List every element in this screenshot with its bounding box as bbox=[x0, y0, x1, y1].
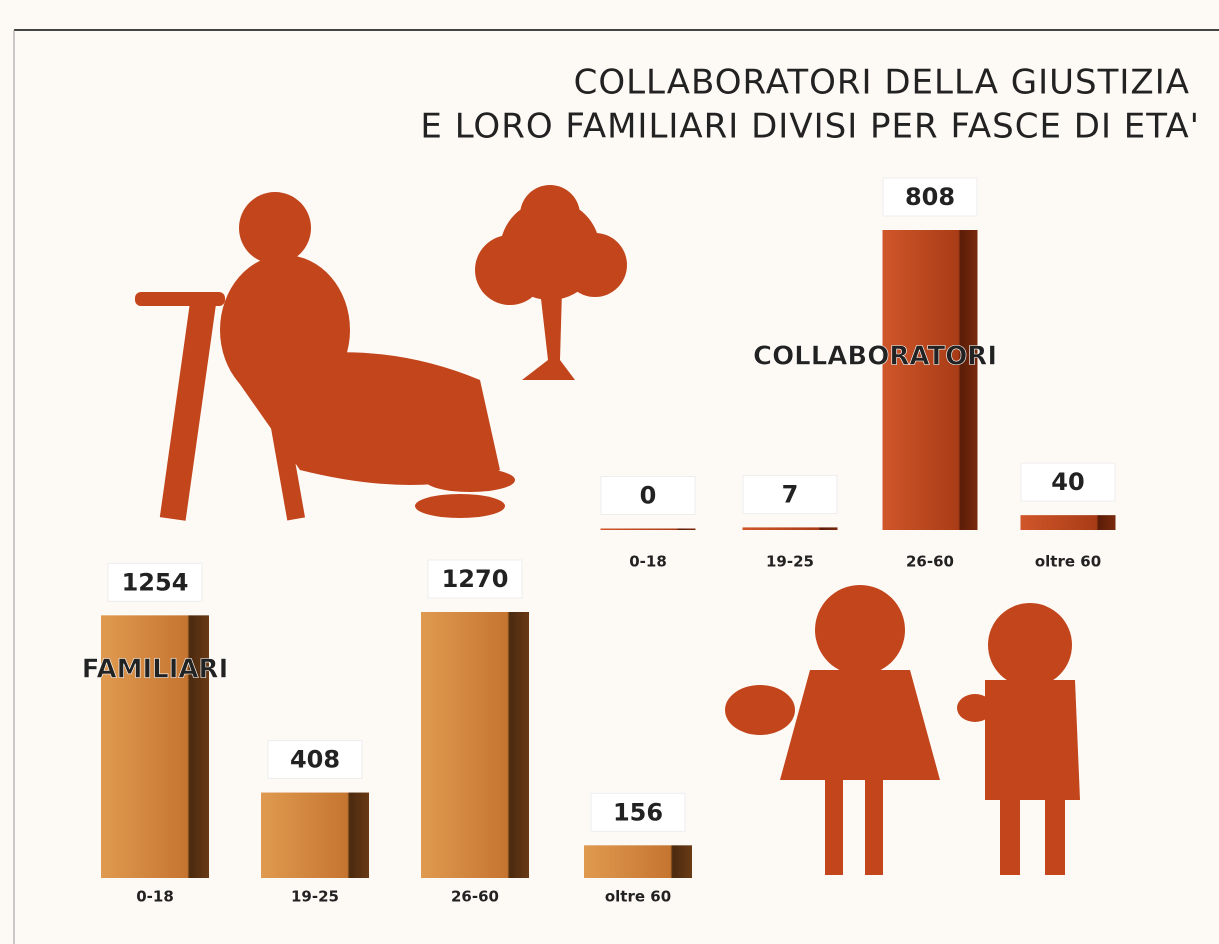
bar bbox=[600, 528, 696, 530]
value-label: 0 bbox=[640, 482, 657, 510]
value-label: 1254 bbox=[122, 568, 189, 596]
title-line: E LORO FAMILIARI DIVISI PER FASCE DI ETA… bbox=[420, 107, 1200, 147]
bar bbox=[261, 792, 369, 878]
value-label: 1270 bbox=[442, 565, 509, 593]
silhouette-tree bbox=[475, 185, 627, 380]
bar bbox=[882, 230, 978, 530]
chart-title: FAMILIARI bbox=[82, 655, 229, 685]
value-label-box bbox=[742, 474, 838, 514]
value-label: 156 bbox=[613, 798, 663, 826]
value-label: 40 bbox=[1051, 468, 1084, 496]
value-label-box bbox=[590, 792, 686, 832]
title-line: COLLABORATORI DELLA GIUSTIZIA bbox=[574, 63, 1190, 103]
bar bbox=[742, 527, 838, 530]
bar bbox=[101, 615, 209, 878]
value-label: 808 bbox=[905, 183, 955, 211]
silhouette-seated-woman bbox=[135, 192, 515, 521]
category-label: 19-25 bbox=[291, 888, 339, 906]
value-label-box bbox=[882, 177, 978, 217]
bar bbox=[1020, 515, 1116, 530]
bar bbox=[584, 845, 692, 878]
value-label: 7 bbox=[782, 480, 799, 508]
chart-title: COLLABORATORI bbox=[753, 342, 997, 372]
category-label: 19-25 bbox=[766, 553, 814, 571]
value-label-box bbox=[600, 476, 696, 515]
silhouette-children bbox=[725, 585, 1080, 875]
category-label: oltre 60 bbox=[605, 888, 671, 906]
value-label-box bbox=[1020, 462, 1116, 502]
value-label: 408 bbox=[290, 746, 340, 774]
value-label-box bbox=[107, 562, 203, 602]
value-label-box bbox=[427, 559, 523, 599]
category-label: 26-60 bbox=[451, 888, 499, 906]
value-label-box bbox=[267, 740, 363, 780]
bar bbox=[421, 612, 529, 878]
category-label: 0-18 bbox=[136, 888, 174, 906]
category-label: oltre 60 bbox=[1035, 553, 1101, 571]
category-label: 26-60 bbox=[906, 553, 954, 571]
category-label: 0-18 bbox=[629, 553, 667, 571]
